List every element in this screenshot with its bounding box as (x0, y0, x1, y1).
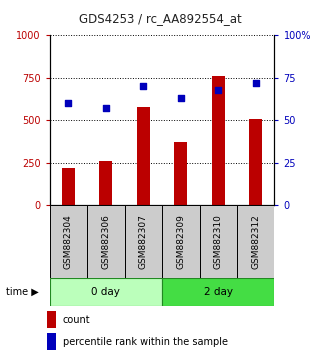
Text: 2 day: 2 day (204, 287, 233, 297)
Text: GSM882307: GSM882307 (139, 214, 148, 269)
Text: GSM882310: GSM882310 (214, 214, 223, 269)
Point (141, 84, 146, 89)
Bar (137, 107, 150, 205)
Text: GSM882304: GSM882304 (64, 214, 73, 269)
Text: time ▶: time ▶ (6, 287, 39, 297)
Bar (87, 205, 125, 278)
Text: GSM882309: GSM882309 (176, 214, 185, 269)
Point (253, 80, 258, 86)
Point (178, 96, 183, 101)
Bar (200, 205, 237, 278)
Point (66, 101, 71, 106)
Bar (50, 205, 87, 278)
Bar (47, 333, 56, 350)
Bar (249, 119, 262, 205)
Bar (212, 76, 225, 205)
Bar (100, 161, 112, 205)
Text: 0 day: 0 day (91, 287, 120, 297)
Text: percentile rank within the sample: percentile rank within the sample (63, 337, 228, 347)
Point (103, 105, 108, 111)
Bar (174, 142, 187, 205)
Bar (62, 168, 75, 205)
Text: GSM882312: GSM882312 (251, 214, 260, 269)
Point (216, 87, 221, 93)
Bar (162, 205, 200, 278)
Bar (47, 311, 56, 328)
Text: GSM882306: GSM882306 (101, 214, 110, 269)
Text: GDS4253 / rc_AA892554_at: GDS4253 / rc_AA892554_at (79, 12, 242, 25)
Bar (125, 205, 162, 278)
Text: count: count (63, 315, 90, 325)
Bar (237, 205, 274, 278)
Bar (162, 278, 274, 306)
Bar (50, 278, 162, 306)
